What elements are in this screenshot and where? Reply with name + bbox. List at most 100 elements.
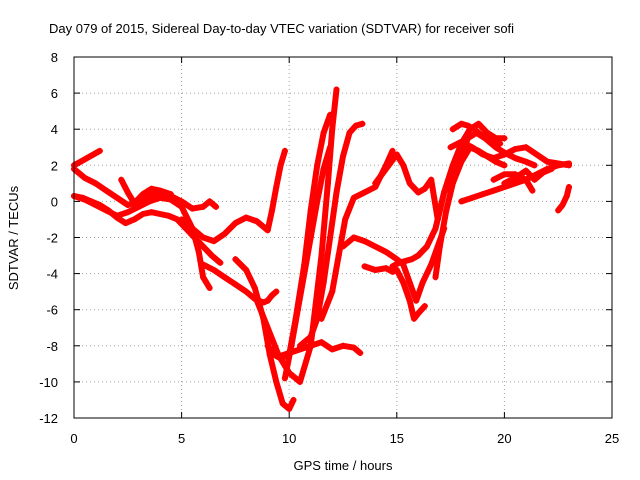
data-point	[432, 274, 439, 281]
data-point	[277, 162, 284, 169]
data-point	[221, 230, 228, 237]
data-point	[264, 227, 271, 234]
data-point	[273, 288, 280, 295]
data-series-24	[555, 183, 572, 214]
data-point	[359, 120, 366, 127]
y-tick-label-1: 6	[51, 86, 58, 101]
data-point	[275, 353, 282, 360]
data-point	[167, 196, 174, 203]
data-point	[131, 200, 138, 207]
data-point	[77, 158, 84, 165]
data-point	[281, 147, 288, 154]
data-point	[253, 218, 260, 225]
data-point	[565, 183, 572, 190]
data-point	[232, 256, 239, 263]
data-point	[563, 192, 570, 199]
data-point	[346, 129, 353, 136]
data-series-4	[118, 176, 174, 207]
data-point	[253, 297, 260, 304]
data-point	[529, 187, 536, 194]
data-point	[264, 297, 271, 304]
data-point	[383, 165, 390, 172]
data-point	[81, 174, 88, 181]
data-point	[555, 162, 562, 169]
data-point	[415, 252, 422, 259]
data-point	[329, 126, 336, 133]
data-point	[124, 209, 131, 216]
data-point	[449, 162, 456, 169]
data-point	[268, 292, 275, 299]
x-tick-label-4: 20	[497, 431, 511, 446]
data-point	[124, 189, 131, 196]
data-point	[559, 202, 566, 209]
data-series-19	[447, 138, 572, 169]
data-point	[318, 252, 325, 259]
data-point	[419, 279, 426, 286]
data-point	[464, 122, 471, 129]
data-point	[484, 129, 491, 136]
data-point	[208, 252, 215, 259]
chart-title: Day 079 of 2015, Sidereal Day-to-day VTE…	[49, 21, 514, 36]
data-point	[157, 211, 164, 218]
data-point	[279, 400, 286, 407]
data-point	[413, 297, 420, 304]
data-point	[501, 162, 508, 169]
data-point	[389, 268, 396, 275]
data-point	[296, 342, 303, 349]
y-tick-label-4: 0	[51, 194, 58, 209]
x-tick-label-5: 25	[605, 431, 619, 446]
data-point	[264, 324, 271, 331]
x-tick-label-3: 15	[390, 431, 404, 446]
y-tick-label-0: 8	[51, 50, 58, 65]
data-point	[458, 158, 465, 165]
data-point	[372, 180, 379, 187]
data-point	[114, 212, 121, 219]
series-line-6	[200, 261, 280, 306]
data-point	[243, 288, 250, 295]
data-point	[200, 234, 207, 241]
series-line-7	[232, 256, 297, 412]
data-point	[389, 263, 396, 270]
data-point	[264, 342, 271, 349]
data-point	[544, 158, 551, 165]
data-point	[327, 111, 334, 118]
x-tick-label-0: 0	[70, 431, 77, 446]
x-axis-label: GPS time / hours	[294, 458, 393, 473]
data-point	[406, 279, 413, 286]
y-axis-tick-labels: 8 6 4 2 0 -2 -4 -6 -8 -10 -12	[39, 50, 58, 426]
data-point	[290, 396, 297, 403]
data-point	[406, 180, 413, 187]
plot-frame	[73, 56, 613, 419]
data-point	[441, 189, 448, 196]
data-point	[469, 194, 476, 201]
data-point	[118, 176, 125, 183]
data-point	[352, 122, 359, 129]
data-point	[372, 243, 379, 250]
series-line-24	[555, 184, 572, 214]
data-series-5	[178, 147, 288, 245]
data-point	[501, 171, 508, 178]
data-point	[522, 144, 529, 151]
data-point	[423, 243, 430, 250]
data-point	[268, 207, 275, 214]
data-point	[92, 180, 99, 187]
x-axis-tick-labels: 0 5 10 15 20 25	[70, 431, 619, 446]
data-point	[307, 234, 314, 241]
data-point	[83, 155, 90, 162]
data-point	[421, 303, 428, 310]
data-point	[361, 263, 368, 270]
data-point	[488, 137, 495, 144]
data-series-3	[71, 192, 213, 292]
data-point	[213, 203, 220, 210]
data-point	[314, 162, 321, 169]
data-point	[357, 350, 364, 357]
data-point	[512, 174, 519, 181]
data-point	[393, 151, 400, 158]
data-series-21	[458, 160, 572, 205]
data-point	[458, 198, 465, 205]
data-point	[148, 209, 155, 216]
data-point	[565, 160, 572, 167]
y-tick-label-2: 4	[51, 122, 58, 137]
data-point	[522, 167, 529, 174]
data-point	[210, 238, 217, 245]
